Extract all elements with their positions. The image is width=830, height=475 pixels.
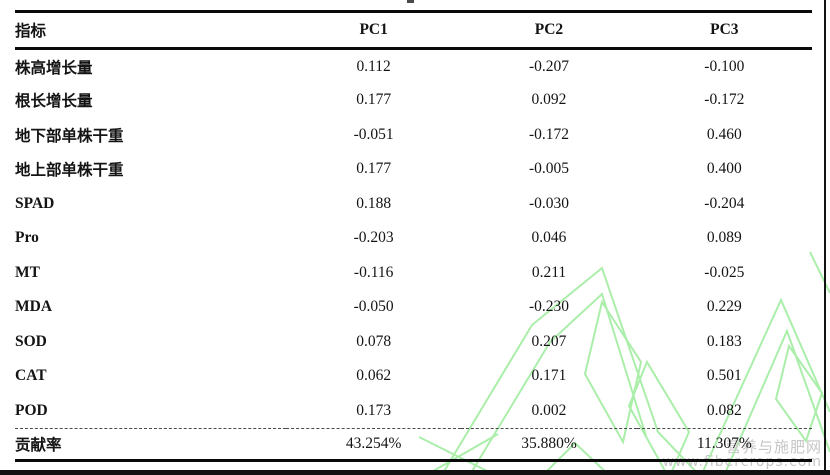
watermark-site-url: www.fibercrops.com bbox=[662, 454, 822, 470]
cell-pc1: 0.062 bbox=[356, 367, 392, 385]
cell-pc2: -0.005 bbox=[528, 160, 569, 178]
cell-pc1: -0.051 bbox=[353, 125, 394, 143]
cell-pc3: 0.229 bbox=[706, 298, 742, 316]
watermark-site-name: 营养与施肥网 bbox=[725, 438, 822, 456]
cell-pc2: -0.230 bbox=[528, 298, 569, 316]
page-bottom-border bbox=[0, 470, 830, 475]
cell-pc3: -0.204 bbox=[704, 194, 745, 212]
cell-pc2: 0.046 bbox=[531, 229, 567, 247]
cell-pc1: -0.116 bbox=[353, 263, 394, 281]
pca-loadings-table: 指标 PC1 PC2 PC3 株高增长量 0.112 -0.207 -0.100… bbox=[15, 10, 812, 462]
watermark-caption: 营养与施肥网 www.fibercrops.com bbox=[662, 439, 822, 470]
cell-pc3: 11.307% bbox=[696, 434, 752, 452]
row-label: 地上部单株干重 bbox=[15, 162, 124, 180]
row-label: CAT bbox=[15, 367, 47, 385]
cell-pc1: -0.203 bbox=[353, 229, 394, 247]
cell-pc1: -0.050 bbox=[353, 298, 394, 316]
cell-pc1: 0.078 bbox=[356, 332, 392, 350]
cropped-caption-fragment bbox=[407, 0, 414, 3]
row-label: 地下部单株干重 bbox=[15, 127, 124, 145]
cell-pc1: 43.254% bbox=[345, 434, 402, 452]
cell-pc1: 0.173 bbox=[356, 401, 392, 419]
cell-pc3: 0.400 bbox=[706, 160, 742, 178]
table-row: SPAD 0.188 -0.030 -0.204 bbox=[15, 187, 812, 222]
header-cell-pc3: PC3 bbox=[710, 21, 739, 38]
page-right-border bbox=[824, 0, 826, 471]
table-header-row: 指标 PC1 PC2 PC3 bbox=[15, 11, 812, 49]
table-row: Pro -0.203 0.046 0.089 bbox=[15, 221, 812, 256]
cell-pc1: 0.177 bbox=[356, 91, 392, 109]
row-label: MT bbox=[15, 263, 40, 281]
table-row: MDA -0.050 -0.230 0.229 bbox=[15, 290, 812, 325]
table-row: 地上部单株干重 0.177 -0.005 0.400 bbox=[15, 152, 812, 187]
cell-pc2: 0.092 bbox=[531, 91, 567, 109]
row-label: Pro bbox=[15, 229, 39, 247]
row-label: 株高增长量 bbox=[15, 59, 93, 77]
table-row: CAT 0.062 0.171 0.501 bbox=[15, 359, 812, 394]
cell-pc2: -0.172 bbox=[528, 125, 569, 143]
table-row: POD 0.173 0.002 0.082 bbox=[15, 394, 812, 429]
cell-pc3: -0.172 bbox=[704, 91, 745, 109]
row-label: 贡献率 bbox=[15, 436, 62, 454]
cell-pc2: -0.030 bbox=[528, 194, 569, 212]
cell-pc2: -0.207 bbox=[528, 57, 569, 75]
cell-pc3: 0.089 bbox=[706, 229, 742, 247]
row-label: POD bbox=[15, 401, 48, 419]
cell-pc1: 0.177 bbox=[356, 160, 392, 178]
header-cell-pc1: PC1 bbox=[359, 21, 388, 38]
cell-pc3: -0.100 bbox=[704, 57, 745, 75]
cell-pc2: 0.171 bbox=[531, 367, 567, 385]
cell-pc3: 0.501 bbox=[706, 367, 742, 385]
table-row: SOD 0.078 0.207 0.183 bbox=[15, 325, 812, 360]
cell-pc2: 0.207 bbox=[531, 332, 567, 350]
header-cell-pc2: PC2 bbox=[534, 21, 564, 38]
cell-pc3: -0.025 bbox=[704, 263, 745, 281]
cell-pc3: 0.082 bbox=[706, 401, 742, 419]
cell-pc2: 35.880% bbox=[521, 434, 577, 452]
table-row: MT -0.116 0.211 -0.025 bbox=[15, 256, 812, 291]
header-cell-indicator: 指标 bbox=[15, 23, 47, 40]
row-label: SOD bbox=[15, 332, 47, 350]
row-label: SPAD bbox=[15, 194, 55, 212]
table-row: 地下部单株干重 -0.051 -0.172 0.460 bbox=[15, 118, 812, 153]
table-row: 株高增长量 0.112 -0.207 -0.100 bbox=[15, 49, 812, 84]
cell-pc2: 0.211 bbox=[531, 263, 567, 281]
cell-pc1: 0.112 bbox=[356, 57, 391, 75]
cell-pc2: 0.002 bbox=[531, 401, 567, 419]
row-label: MDA bbox=[15, 298, 53, 316]
row-label: 根长增长量 bbox=[15, 93, 93, 111]
cell-pc3: 0.460 bbox=[706, 125, 742, 143]
contribution-rate-row: 贡献率 43.254% 35.880% 11.307% bbox=[15, 428, 812, 460]
cell-pc3: 0.183 bbox=[706, 332, 742, 350]
table-row: 根长增长量 0.177 0.092 -0.172 bbox=[15, 83, 812, 118]
cell-pc1: 0.188 bbox=[356, 194, 392, 212]
